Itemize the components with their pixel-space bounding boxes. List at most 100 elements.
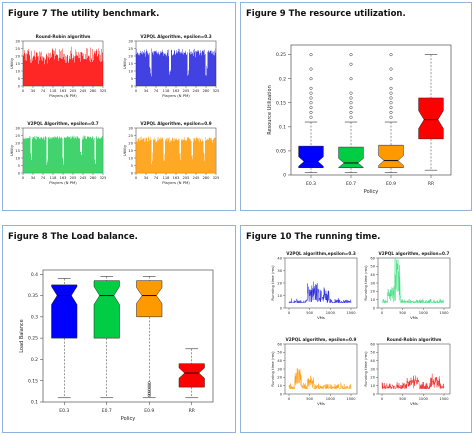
fig7-chart2-ytick-label: 20 bbox=[128, 54, 133, 58]
fig8-box bbox=[178, 363, 205, 388]
fig8-xtick-label: E0.7 bbox=[102, 408, 112, 414]
fig10-chart1-title: V2PQL algorithm,epsilon=0.3 bbox=[286, 251, 356, 256]
fig8-box bbox=[136, 280, 163, 318]
fig7-chart2-ylabel: Utility bbox=[122, 57, 127, 69]
figure7-title: Figure 7 The utility benchmark. bbox=[8, 9, 160, 19]
fig7-chart4-ytick-label: 5 bbox=[131, 164, 133, 168]
fig10-chart1-ytick-label: 0 bbox=[280, 306, 283, 310]
figure8-chart: 0.1 0.15 0.2 0.25 0.3 0.35 0.4 Load Balance E0.3… bbox=[19, 269, 214, 422]
fig10-chart1-ytick-label: 20 bbox=[277, 281, 282, 285]
fig7-chart2-xtick-label: 205 bbox=[183, 89, 190, 93]
fig7-chart2-xtick-label: 245 bbox=[193, 89, 200, 93]
fig10-chart1-series-line bbox=[288, 281, 352, 304]
fig9-outlier bbox=[349, 101, 353, 105]
fig9-box bbox=[418, 97, 444, 140]
fig9-outlier bbox=[389, 53, 393, 57]
fig10-chart4-series-line bbox=[381, 373, 445, 390]
figure9-panel: Figure 9 The resource utilization. 0 0.05… bbox=[240, 2, 472, 211]
fig10-chart3-xtick-label: 1500 bbox=[346, 397, 356, 401]
fig7-chart2-ytick-label: 25 bbox=[128, 47, 133, 51]
fig10-chart1-ytick-label: 40 bbox=[277, 256, 282, 260]
fig8-ytick-label: 0.3 bbox=[31, 314, 38, 320]
fig7-chart4-xtick-label: 245 bbox=[193, 176, 200, 180]
fig8-outlier bbox=[147, 389, 151, 393]
fig10-chart2-ytick-label: 20 bbox=[370, 290, 375, 294]
fig10-chart1-ytick-label: 30 bbox=[277, 269, 282, 273]
fig8-ylabel: Load Balance bbox=[19, 319, 25, 353]
fig10-chart4-xtick-label: 500 bbox=[399, 397, 407, 401]
fig7-chart3-ytick-label: 0 bbox=[18, 171, 21, 175]
fig9-box bbox=[378, 144, 404, 169]
fig7-chart2-xtick-label: 280 bbox=[203, 89, 211, 93]
fig8-frame bbox=[42, 269, 214, 403]
fig7-chart3-ylabel: Utility bbox=[9, 144, 14, 156]
fig7-chart4-ytick-label: 0 bbox=[131, 171, 134, 175]
fig7-chart4-xtick-label: 280 bbox=[203, 176, 211, 180]
fig7-chart1-ytick-label: 10 bbox=[15, 69, 20, 73]
fig10-chart3-title: V2PQL algorithm, epsilon=0.9 bbox=[286, 337, 357, 342]
fig10-chart3-xlabel: VMs bbox=[317, 401, 325, 406]
fig10-chart2-ytick-label: 0 bbox=[373, 306, 376, 310]
figure10-title: Figure 10 The running time. bbox=[246, 232, 381, 242]
fig10-chart4-ytick-label: 60 bbox=[370, 342, 375, 346]
fig7-chart2-xtick-label: 0 bbox=[135, 89, 138, 93]
figure10-chart: V2PQL algorithm,epsilon=0.3010203040Runn… bbox=[270, 251, 451, 406]
fig9-outlier bbox=[389, 77, 393, 81]
fig10-chart2-xlabel: VMs bbox=[410, 315, 418, 320]
figure8-title: Figure 8 The Load balance. bbox=[8, 232, 138, 242]
fig10-chart2-title: V2PQL algorithm, epsilon=0.7 bbox=[379, 251, 450, 256]
fig7-chart2-ytick-label: 5 bbox=[131, 77, 133, 81]
fig10-chart4-xlabel: VMs bbox=[410, 401, 418, 406]
fig10-chart2-xtick-label: 1000 bbox=[419, 311, 429, 315]
fig10-chart2-xtick-label: 500 bbox=[399, 311, 407, 315]
fig9-ytick-label: 0.1 bbox=[279, 124, 286, 130]
fig9-outlier bbox=[309, 101, 313, 105]
figure7-panel: Figure 7 The utility benchmark. Round-Ro… bbox=[2, 2, 236, 211]
fig9-outlier bbox=[309, 86, 313, 90]
figure10-panel: Figure 10 The running time. V2PQL algori… bbox=[240, 225, 472, 433]
fig9-outlier bbox=[309, 91, 313, 95]
fig10-chart2-xtick-label: 0 bbox=[381, 311, 384, 315]
fig9-outlier bbox=[389, 86, 393, 90]
fig8-xtick-label: E0.9 bbox=[144, 408, 154, 414]
fig10-chart3-ytick-label: 50 bbox=[277, 351, 282, 355]
fig7-chart4-xtick-label: 325 bbox=[213, 176, 220, 180]
fig10-chart3-ytick-label: 0 bbox=[280, 392, 283, 396]
fig9-xtick-label: E0.3 bbox=[306, 181, 316, 187]
fig10-chart4-xtick-label: 1500 bbox=[439, 397, 449, 401]
fig7-chart2-ytick-label: 0 bbox=[131, 84, 134, 88]
figure9-chart: 0 0.05 0.1 0.15 0.2 0.25 Resource Utilization E… bbox=[267, 44, 452, 195]
fig7-chart1-ytick-label: 25 bbox=[15, 47, 20, 51]
fig10-chart4-ytick-label: 50 bbox=[370, 351, 375, 355]
fig7-chart1-xtick-label: 280 bbox=[90, 89, 98, 93]
fig7-chart4-ytick-label: 10 bbox=[128, 156, 133, 160]
fig8-ytick-label: 0.15 bbox=[28, 378, 38, 384]
fig8-outlier bbox=[147, 391, 151, 396]
fig8-xtick-label: RR bbox=[189, 408, 195, 414]
fig7-chart3-xtick-label: 74 bbox=[41, 176, 46, 180]
fig9-outlier bbox=[349, 77, 353, 81]
fig8-outlier bbox=[147, 381, 151, 385]
fig7-chart4-ytick-label: 15 bbox=[128, 149, 133, 153]
fig8-outlier bbox=[147, 387, 151, 391]
fig7-chart2-xtick-label: 74 bbox=[154, 89, 159, 93]
fig8-box bbox=[93, 280, 120, 339]
fig10-chart2-ytick-label: 60 bbox=[370, 256, 375, 260]
fig10-chart3-xtick-label: 0 bbox=[288, 397, 291, 401]
fig10-chart2-xtick-label: 1500 bbox=[439, 311, 449, 315]
fig7-chart3-ytick-label: 30 bbox=[15, 126, 20, 130]
fig7-chart3-xtick-label: 245 bbox=[80, 176, 87, 180]
fig9-box bbox=[298, 145, 324, 169]
fig7-chart1-ytick-label: 30 bbox=[15, 39, 20, 43]
fig9-outlier bbox=[309, 67, 313, 71]
fig9-outlier bbox=[349, 53, 353, 57]
fig7-chart4-ylabel: Utility bbox=[122, 144, 127, 156]
fig10-chart4-ytick-label: 30 bbox=[370, 367, 375, 371]
fig7-chart1-xtick-label: 205 bbox=[70, 89, 77, 93]
fig9-outlier bbox=[349, 115, 353, 119]
fig7-chart1-xtick-label: 118 bbox=[50, 89, 58, 93]
fig10-chart3-ytick-label: 10 bbox=[277, 384, 282, 388]
fig9-ytick-label: 0.05 bbox=[276, 149, 286, 155]
figure8-panel: Figure 8 The Load balance. 0.1 0.15 0.2 0.2… bbox=[2, 225, 236, 433]
fig10-chart3-xtick-label: 500 bbox=[306, 397, 314, 401]
